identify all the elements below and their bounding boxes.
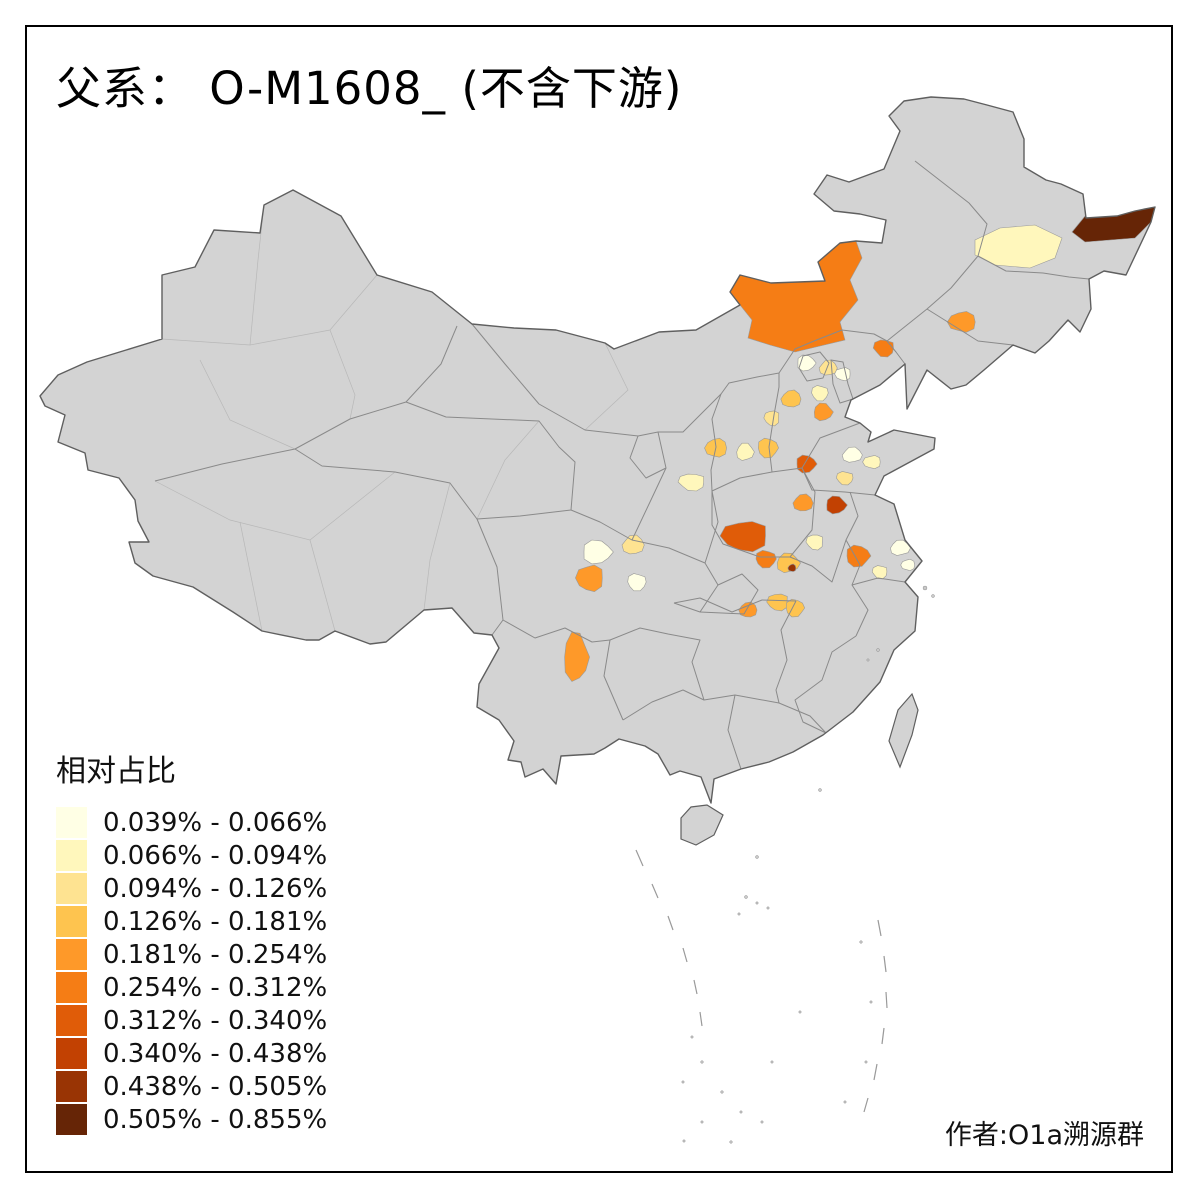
legend: 相对占比 0.039% - 0.066% 0.066% - 0.094% 0.094…	[56, 746, 327, 1136]
legend-label: 0.126% - 0.181%	[103, 906, 328, 937]
legend-row: 0.340% - 0.438%	[56, 1037, 327, 1070]
colored-prefecture	[583, 539, 614, 565]
legend-label: 0.094% - 0.126%	[103, 873, 328, 904]
legend-row: 0.505% - 0.855%	[56, 1103, 327, 1136]
legend-rows: 0.039% - 0.066% 0.066% - 0.094% 0.094% - 0…	[56, 806, 327, 1136]
legend-label: 0.340% - 0.438%	[103, 1038, 328, 1069]
legend-swatch	[56, 873, 87, 904]
hainan-island	[680, 804, 724, 846]
colored-prefecture	[890, 539, 911, 556]
legend-swatch	[56, 1104, 87, 1135]
legend-label: 0.254% - 0.312%	[103, 972, 328, 1003]
colored-prefecture	[621, 534, 645, 555]
colored-prefecture	[757, 437, 779, 459]
colored-prefecture	[575, 564, 603, 593]
colored-prefecture	[785, 598, 806, 618]
legend-swatch	[56, 807, 87, 838]
province-boundaries	[154, 160, 1090, 770]
colored-prefecture	[787, 563, 797, 572]
legend-swatch	[56, 1071, 87, 1102]
legend-swatch	[56, 840, 87, 871]
legend-row: 0.066% - 0.094%	[56, 839, 327, 872]
colored-prefecture	[862, 455, 881, 470]
legend-swatch	[56, 1005, 87, 1036]
legend-swatch	[56, 1038, 87, 1069]
attribution: 作者:O1a溯源群	[944, 1120, 1144, 1151]
map-title: 父系： O-M1608_ (不含下游)	[56, 62, 683, 115]
legend-swatch	[56, 906, 87, 937]
colored-prefecture	[763, 410, 780, 427]
legend-label: 0.438% - 0.505%	[103, 1071, 328, 1102]
legend-row: 0.126% - 0.181%	[56, 905, 327, 938]
legend-label: 0.181% - 0.254%	[103, 939, 328, 970]
colored-prefecture	[811, 385, 829, 402]
colored-prefecture	[719, 521, 766, 553]
legend-row: 0.438% - 0.505%	[56, 1070, 327, 1103]
colored-prefecture	[677, 473, 705, 492]
colored-prefecture	[738, 601, 758, 618]
legend-row: 0.094% - 0.126%	[56, 872, 327, 905]
colored-prefecture	[766, 593, 788, 612]
colored-prefecture	[872, 339, 894, 358]
legend-label: 0.039% - 0.066%	[103, 807, 328, 838]
colored-prefecture	[736, 442, 755, 461]
china-mainland	[40, 97, 1155, 803]
legend-title: 相对占比	[56, 754, 176, 789]
sea-boundary-dashes	[635, 849, 888, 1113]
colored-prefecture	[627, 573, 647, 592]
legend-swatch	[56, 939, 87, 970]
legend-row: 0.181% - 0.254%	[56, 938, 327, 971]
legend-label: 0.066% - 0.094%	[103, 840, 328, 871]
colored-prefecture	[729, 240, 863, 353]
legend-label: 0.312% - 0.340%	[103, 1005, 328, 1036]
south-china-sea-islets	[681, 585, 935, 1144]
legend-label: 0.505% - 0.855%	[103, 1104, 328, 1135]
taiwan-island	[888, 692, 919, 769]
colored-prefecture	[826, 495, 848, 515]
legend-row: 0.039% - 0.066%	[56, 806, 327, 839]
national-border	[39, 96, 1156, 804]
colored-prefecture	[755, 549, 777, 569]
prefecture-boundaries	[154, 204, 629, 632]
colored-prefecture	[792, 493, 814, 512]
legend-row: 0.312% - 0.340%	[56, 1004, 327, 1037]
colored-prefecture	[780, 389, 802, 408]
colored-prefecture	[813, 402, 834, 422]
colored-prefecture	[900, 558, 915, 572]
colored-prefecture	[564, 631, 590, 682]
colored-prefecture	[836, 471, 854, 486]
colored-prefecture	[805, 534, 823, 551]
colored-prefecture	[841, 446, 863, 463]
legend-row: 0.254% - 0.312%	[56, 971, 327, 1004]
colored-prefecture	[846, 544, 872, 568]
legend-swatch	[56, 972, 87, 1003]
colored-prefecture	[871, 565, 888, 580]
